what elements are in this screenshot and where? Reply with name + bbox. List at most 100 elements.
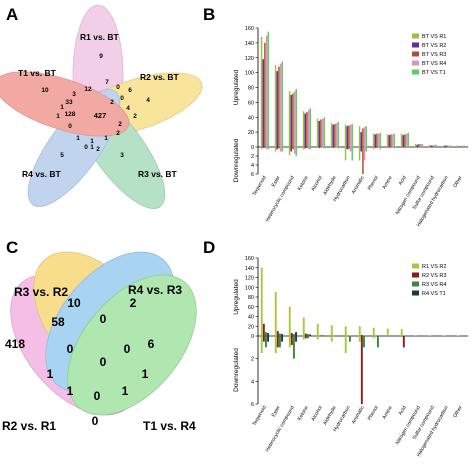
bar-up-b <box>376 133 378 147</box>
bar-down-b <box>265 147 268 150</box>
bar-up-d <box>302 317 305 336</box>
venn-a-count: 128 <box>65 111 76 118</box>
bar-up-b <box>377 133 380 147</box>
bar-up-b <box>306 112 308 147</box>
bar-up-b <box>323 117 326 147</box>
bar-up-b <box>404 134 406 147</box>
bar-up-b <box>307 109 310 147</box>
bar-down-b <box>264 147 266 148</box>
venn-a-count: 12 <box>84 86 92 93</box>
y-tick-label-d: 60 <box>248 305 254 311</box>
bar-up-d <box>260 267 263 336</box>
bar-down-b <box>260 147 263 150</box>
bar-down-b <box>316 147 319 148</box>
venn-c-count: 1 <box>67 384 74 398</box>
legend-label-b: BT VS T1 <box>422 70 446 76</box>
bar-up-d <box>265 332 267 336</box>
bar-up-b <box>402 135 404 147</box>
venn-a-count: 3 <box>120 152 124 159</box>
bar-down-b <box>293 147 296 154</box>
bar-up-b <box>390 134 392 147</box>
legend-swatch-b <box>412 42 419 48</box>
bar-down-b <box>346 147 348 150</box>
bar-up-d <box>262 323 265 336</box>
bar-up-b <box>351 123 354 147</box>
legend-swatch-b <box>412 69 419 75</box>
bar-down-d <box>265 336 267 348</box>
venn-a-count: 1 <box>76 135 80 142</box>
bar-up-b <box>461 145 464 147</box>
venn-a-count: 1 <box>56 113 60 120</box>
venn-a-count: 2 <box>96 146 100 153</box>
bar-down-d <box>402 336 405 348</box>
bar-up-d <box>321 335 323 336</box>
y-tick-label-b: 6 <box>251 172 254 178</box>
bar-down-b <box>386 147 389 149</box>
bar-up-d <box>276 331 279 336</box>
bar-down-b <box>302 147 305 150</box>
bar-down-d <box>281 336 283 342</box>
venn-c-count: 0 <box>124 342 131 356</box>
bar-down-b <box>262 147 264 148</box>
panel-letter-b: B <box>203 5 215 24</box>
bar-down-b <box>267 147 270 150</box>
bar-up-b <box>295 88 298 147</box>
legend-swatch-b <box>412 33 419 39</box>
bar-down-b <box>304 147 306 149</box>
venn-a-count: 4 <box>146 97 150 104</box>
bar-up-b <box>360 132 362 147</box>
venn-a-count: 1 <box>60 104 64 111</box>
bar-down-b <box>363 147 366 161</box>
bar-down-b <box>292 147 294 150</box>
bar-up-b <box>279 63 282 148</box>
venn-c-label-r3r2: R3 vs. R2 <box>14 285 68 299</box>
bar-up-b <box>309 108 312 147</box>
bar-down-d <box>304 336 307 339</box>
category-label-b: Phenol <box>367 175 380 191</box>
ylabel-down-d: Downregulated <box>233 348 240 392</box>
category-label-b: Ester <box>271 175 282 188</box>
bar-up-b <box>442 145 445 147</box>
venn-a-label-r2: R2 vs. BT <box>140 72 180 82</box>
bar-up-b <box>363 126 366 147</box>
bar-down-b <box>344 147 347 161</box>
bar-down-b <box>372 147 375 150</box>
bar-up-b <box>264 42 266 147</box>
bar-up-b <box>449 145 452 147</box>
bar-down-b <box>335 147 338 148</box>
bar-up-b <box>400 133 403 147</box>
ylabel-down-b: Downregulated <box>233 138 240 182</box>
y-tick-label-d: 0 <box>251 334 254 340</box>
y-tick-label-b: 2 <box>251 154 254 160</box>
bar-down-b <box>337 147 340 149</box>
bar-up-b <box>330 123 333 147</box>
y-tick-label-d: 140 <box>245 266 254 272</box>
bar-up-d <box>304 333 307 336</box>
bar-up-b <box>292 93 294 147</box>
legend-label-d: R1 VS R2 <box>422 264 446 270</box>
bar-down-d <box>377 336 379 348</box>
bar-down-b <box>365 147 368 152</box>
category-label-d: Ester <box>271 405 282 418</box>
bar-up-b <box>302 111 305 147</box>
venn-c-label-r2r1: R2 vs. R1 <box>2 419 56 433</box>
bar-up-b <box>388 135 390 147</box>
category-label-b: Ketone <box>297 175 310 192</box>
bar-up-b <box>276 71 278 147</box>
venn-a-count: 1 <box>90 144 94 151</box>
bar-down-b <box>306 147 308 148</box>
panel-letter-a: A <box>6 5 18 24</box>
bar-up-b <box>358 126 361 147</box>
venn-a-count: 7 <box>105 79 109 86</box>
bar-up-b <box>433 144 436 147</box>
bar-up-d <box>400 329 403 336</box>
panel-letter-c: C <box>6 238 18 257</box>
y-tick-label-b: 0 <box>251 145 254 151</box>
bar-chart-b: 0 20 40 60 80 100 120 140 160 2 4 6 Upregulated Downr… <box>233 26 468 228</box>
y-tick-label-b: 60 <box>248 100 254 106</box>
bar-up-b <box>304 113 306 147</box>
venn-a-count: 427 <box>94 111 107 120</box>
legend-swatch-b <box>412 60 419 66</box>
bar-down-b <box>358 147 361 161</box>
bar-down-b <box>332 147 334 148</box>
